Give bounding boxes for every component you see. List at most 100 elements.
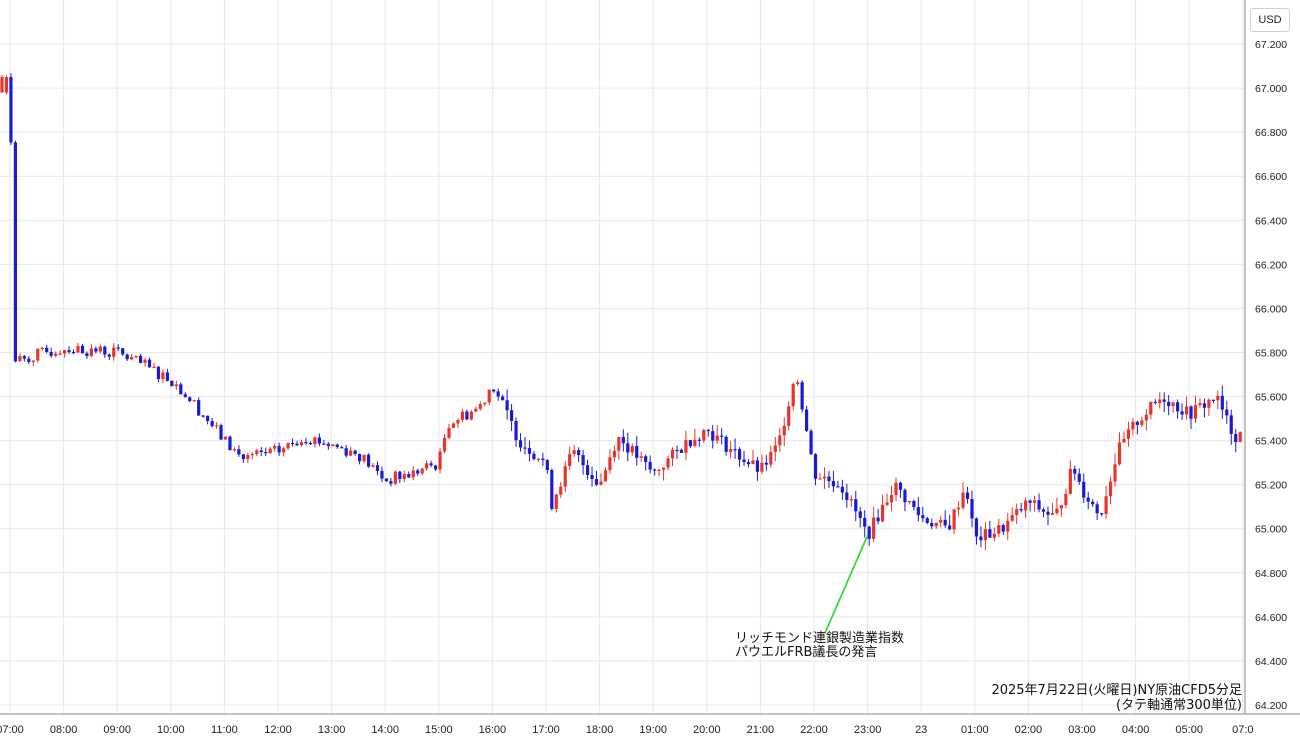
candle-body: [545, 460, 549, 470]
candle-body: [188, 397, 192, 402]
candle-body: [487, 389, 491, 403]
candle-body: [818, 478, 822, 480]
x-tick-label: 18:00: [586, 724, 614, 736]
candle-up: [487, 389, 491, 406]
candle-down: [898, 481, 903, 498]
candle-body: [349, 450, 353, 456]
candle-up: [608, 449, 612, 474]
candle-up: [362, 454, 366, 464]
candle-body: [670, 449, 675, 459]
candle-up: [684, 430, 688, 461]
candle-body: [791, 384, 795, 407]
candle-body: [939, 519, 943, 523]
candle-down: [1176, 399, 1180, 419]
candle-down: [1001, 523, 1005, 535]
candle-body: [134, 355, 138, 358]
candle-body: [1082, 481, 1086, 498]
candle-body: [983, 529, 987, 541]
candle-down: [1028, 499, 1032, 512]
candle-down: [308, 441, 313, 446]
candle-up: [889, 485, 894, 512]
candle-body: [478, 404, 482, 409]
candle-body: [143, 359, 147, 363]
candle-up: [1113, 453, 1117, 487]
candle-down: [679, 448, 684, 454]
candle-body: [769, 451, 773, 465]
candle-down: [706, 428, 710, 437]
candle-body: [1068, 468, 1072, 494]
candle-down: [1073, 465, 1077, 481]
candle-body: [492, 389, 496, 392]
candle-down: [322, 439, 326, 445]
candle-up: [1068, 460, 1072, 495]
candle-down: [366, 453, 371, 468]
candle-body: [1162, 399, 1166, 402]
candle-down: [827, 471, 831, 489]
candle-up: [31, 360, 35, 367]
candle-body: [1167, 401, 1171, 407]
y-tick-label: 64.400: [1255, 656, 1287, 668]
candle-up: [1104, 485, 1108, 519]
candle-body: [290, 442, 295, 445]
candle-up: [214, 422, 219, 429]
candle-up: [349, 446, 353, 457]
candle-body: [563, 466, 567, 487]
currency-selector[interactable]: USD: [1250, 8, 1290, 32]
candle-body: [76, 345, 80, 353]
x-tick-label: 15:00: [425, 724, 453, 736]
candle-body: [554, 494, 558, 509]
candle-up: [1108, 476, 1113, 505]
x-tick-label: 17:00: [532, 724, 560, 736]
candle-body: [1104, 496, 1108, 514]
candle-body: [398, 471, 402, 480]
candle-up: [536, 458, 540, 462]
candle-down: [380, 466, 384, 483]
candle-down: [94, 346, 98, 354]
candle-down: [653, 468, 657, 476]
candle-body: [1046, 511, 1050, 515]
candle-down: [1180, 403, 1184, 420]
candle-up: [1064, 488, 1068, 509]
candle-up: [822, 467, 827, 489]
candle-up: [782, 417, 786, 447]
y-tick-label: 66.200: [1255, 259, 1287, 271]
candle-down: [237, 445, 241, 457]
candle-body: [733, 449, 737, 451]
candle-up: [1122, 431, 1126, 444]
candle-down: [930, 518, 934, 530]
candle-down: [711, 424, 715, 449]
candle-body: [1184, 406, 1189, 415]
candle-down: [398, 470, 402, 484]
candle-body: [130, 357, 134, 360]
candle-down: [532, 451, 536, 461]
candle-body: [603, 470, 608, 482]
candle-body: [1006, 520, 1010, 532]
candle-body: [1077, 473, 1081, 482]
candle-body: [1202, 403, 1207, 408]
candle-up: [89, 344, 93, 358]
candle-down: [916, 497, 920, 522]
candle-down: [1202, 398, 1207, 418]
candle-body: [420, 468, 424, 474]
candle-up: [630, 443, 634, 456]
candle-body: [921, 515, 925, 519]
candle-down: [1189, 405, 1193, 429]
annotation-line-1: リッチモンド連銀製造業指数: [735, 631, 905, 646]
candle-down: [742, 450, 746, 466]
candle-body: [836, 486, 840, 488]
candle-body: [845, 492, 849, 500]
candle-body: [787, 406, 791, 426]
candle-down: [831, 471, 836, 493]
candle-body: [737, 449, 742, 460]
candle-body: [612, 450, 616, 458]
candle-body: [1095, 504, 1099, 514]
candle-up: [568, 446, 572, 471]
candle-body: [729, 449, 733, 452]
candle-body: [13, 142, 18, 362]
candle-body: [889, 495, 894, 503]
candle-body: [62, 350, 67, 354]
candle-body: [577, 450, 581, 456]
candle-up: [393, 470, 397, 486]
candle-body: [849, 499, 853, 501]
